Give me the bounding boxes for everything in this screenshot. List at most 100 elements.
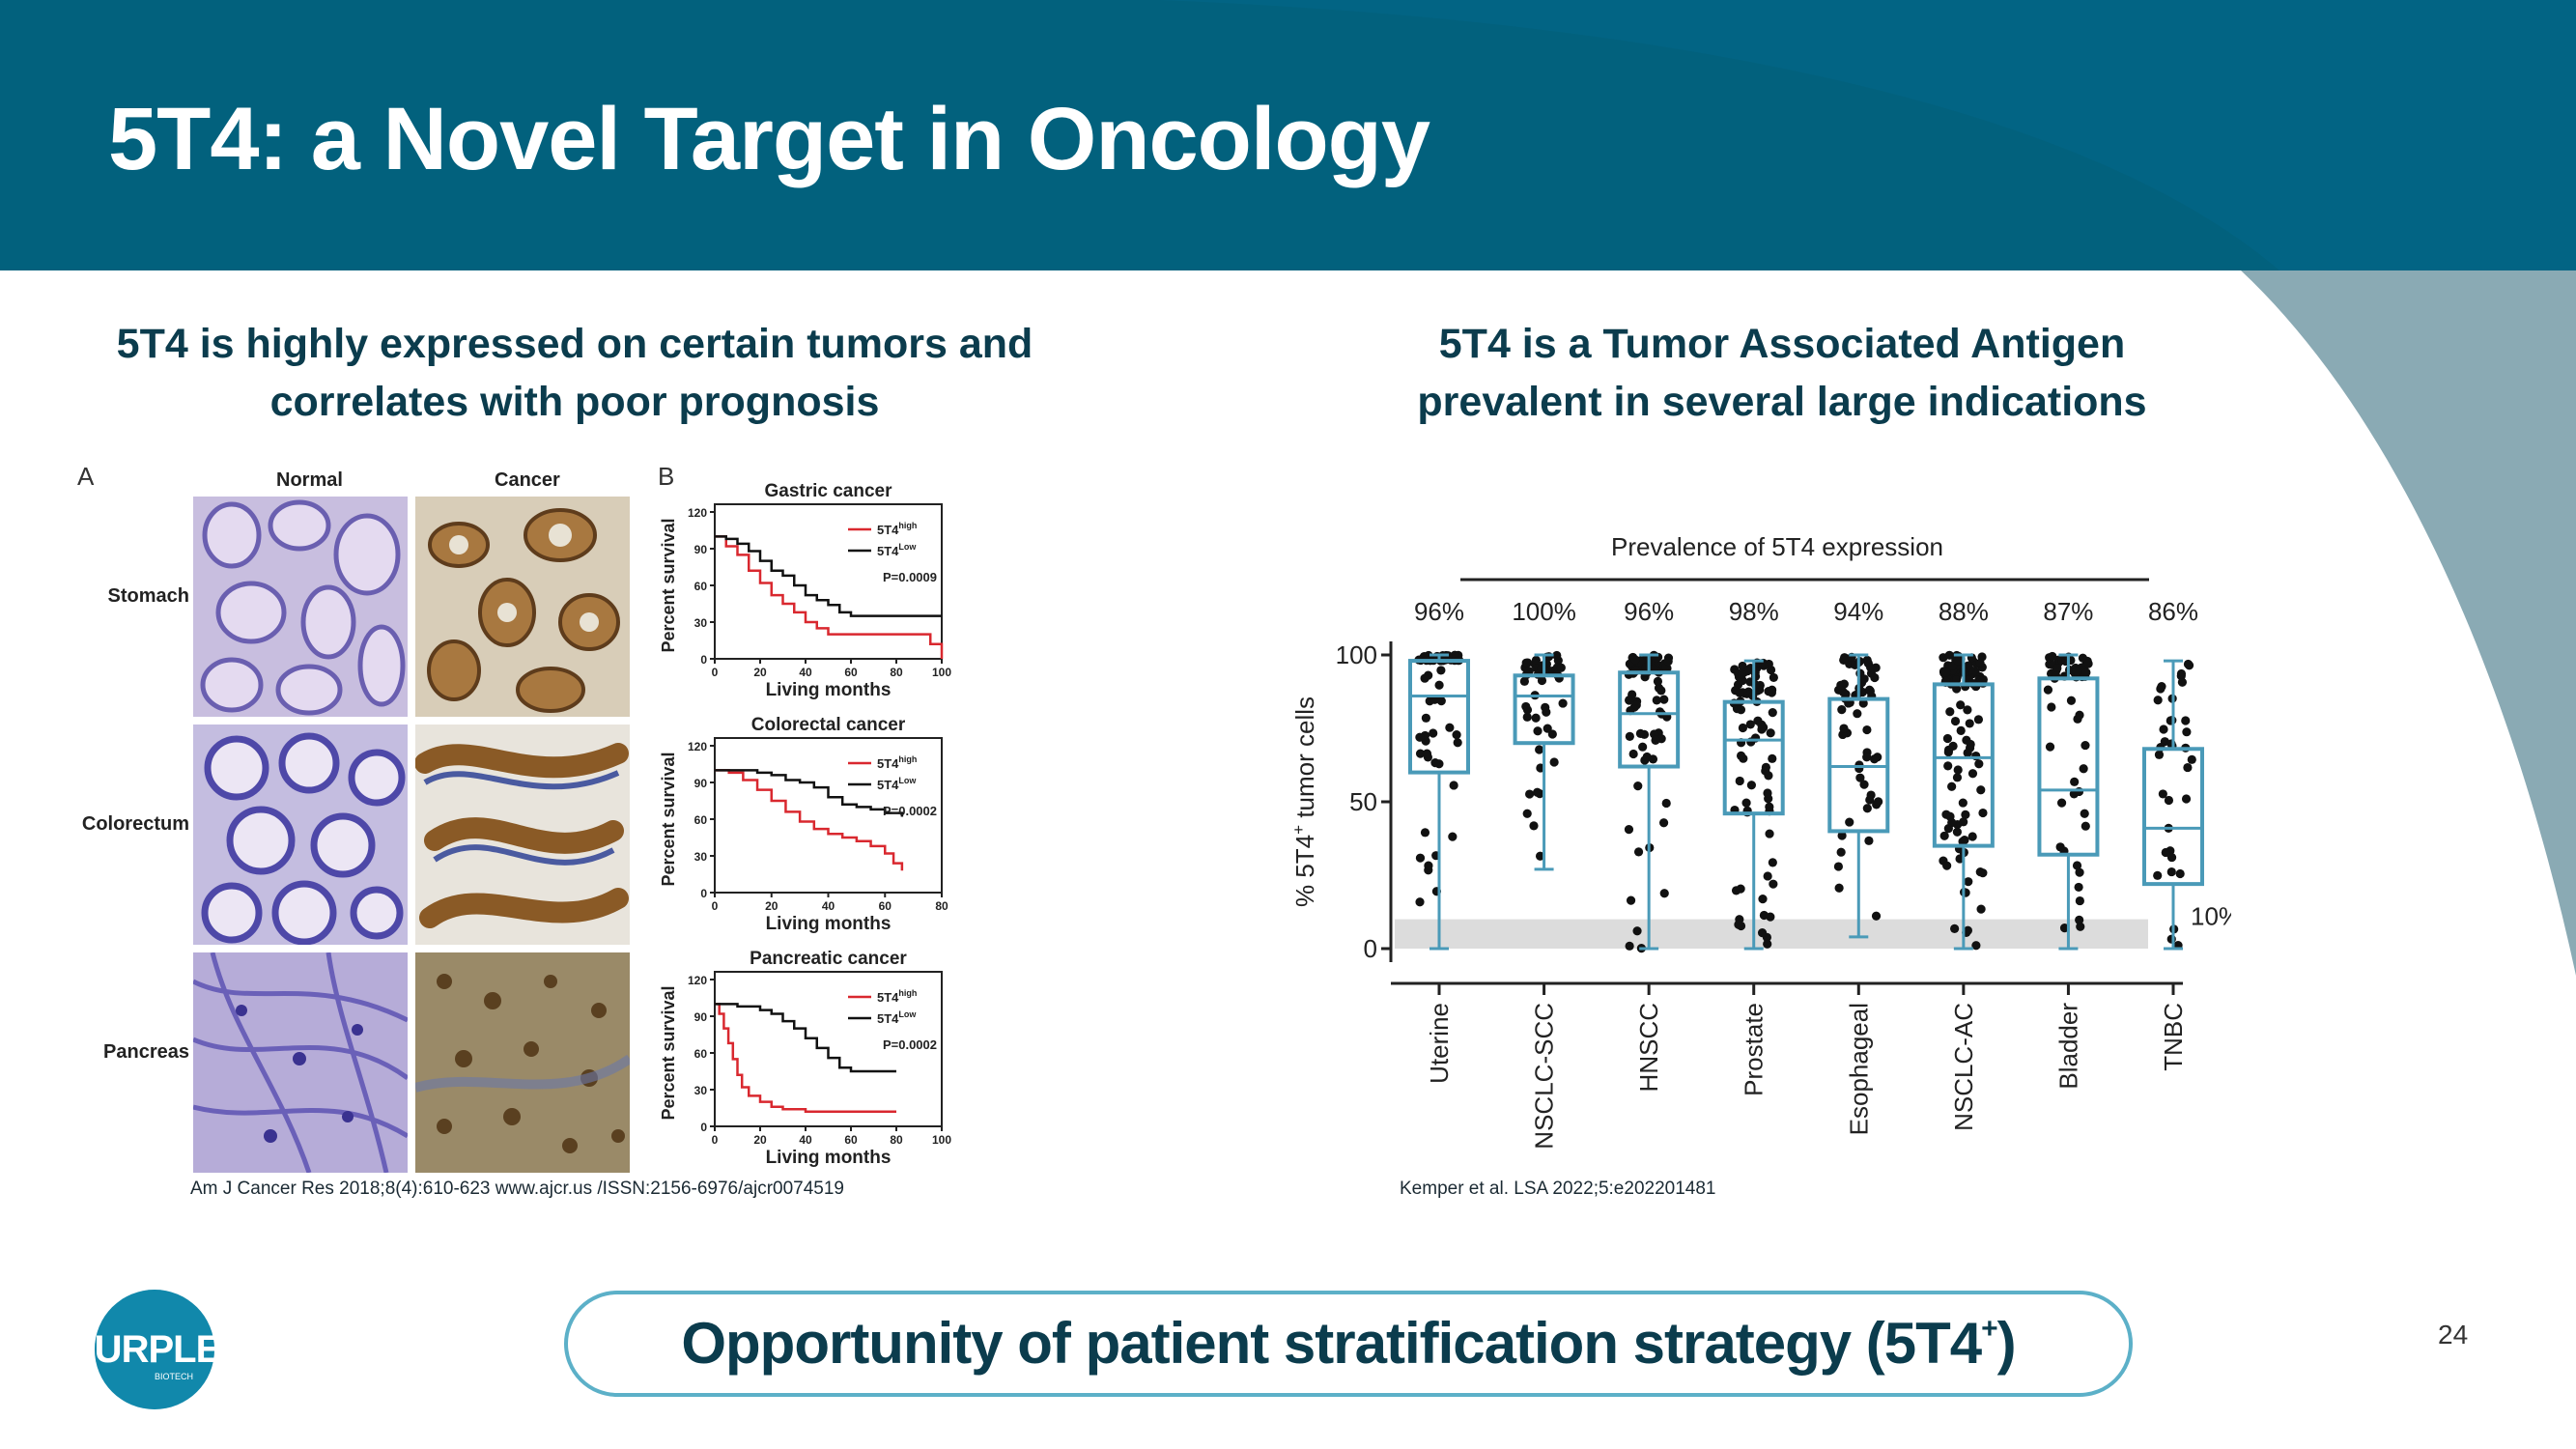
data-point: [2075, 867, 2084, 877]
data-point: [1640, 755, 1650, 765]
box-NSCLC-SCC: [1513, 673, 1575, 746]
survival-x-axis-label: Living months: [766, 1148, 892, 1168]
data-point: [1761, 766, 1770, 776]
x-tick-label: 0: [712, 666, 719, 679]
survival-y-axis-label: Percent survival: [659, 752, 678, 886]
survival-line-5T4high: [715, 535, 944, 659]
data-point: [1942, 861, 1952, 870]
x-tick-label: 40: [799, 1133, 812, 1147]
data-point: [1420, 828, 1430, 838]
data-point: [1640, 672, 1650, 682]
purple-biotech-logo: PURPLE BIOTECH: [70, 1290, 220, 1409]
data-point: [1422, 749, 1432, 758]
data-point: [1524, 667, 1534, 676]
legend-label-5T4high: 5T4high: [877, 521, 917, 537]
data-point: [1948, 741, 1958, 751]
data-point: [1862, 724, 1872, 735]
legend-label-5T4low: 5T4Low: [877, 542, 917, 558]
survival-panel: B Gastric cancer 0 30 60 90 120 0 20 40 60 80 100 Li…: [647, 454, 976, 1169]
data-point: [1973, 715, 1984, 724]
data-point: [2157, 682, 2166, 692]
survival-line-5T4low: [715, 535, 942, 617]
data-point: [2081, 740, 2090, 751]
data-point: [1628, 749, 1638, 759]
prevalence-label-HNSCC: 96%: [1624, 597, 1674, 626]
data-point: [1652, 696, 1661, 705]
data-point: [2159, 724, 2168, 734]
data-point: [1952, 675, 1962, 685]
y-tick-label: 0: [700, 887, 707, 900]
y-tick-label: 0: [1364, 934, 1377, 963]
logo-subtext: BIOTECH: [155, 1372, 193, 1381]
data-point: [1763, 871, 1772, 881]
data-point: [1663, 657, 1673, 667]
y-tick-label: 90: [694, 777, 708, 790]
data-point: [2076, 922, 2085, 931]
data-point: [2081, 668, 2091, 677]
page-number: 24: [2438, 1320, 2469, 1350]
survival-x-axis-label: Living months: [766, 680, 892, 700]
column-header-normal: Normal: [276, 469, 343, 491]
data-point: [1858, 698, 1868, 708]
data-point: [1953, 656, 1963, 666]
data-point: [1659, 889, 1669, 898]
data-point: [1943, 747, 1953, 757]
data-point: [1445, 723, 1455, 732]
x-tick-label: 0: [712, 899, 719, 913]
data-point: [1947, 817, 1957, 828]
data-point: [1961, 810, 1970, 819]
data-point: [1524, 789, 1535, 799]
data-point: [1974, 759, 1984, 769]
data-point: [1653, 676, 1663, 686]
group-points-NSCLC-AC: [1939, 650, 1988, 951]
y-tick-label: 60: [694, 813, 708, 827]
data-point: [2183, 762, 2193, 773]
survival-line-5T4high: [715, 1003, 896, 1114]
y-tick-label: 60: [694, 1047, 708, 1061]
data-point: [1952, 773, 1963, 782]
data-point: [1541, 702, 1550, 712]
data-point: [1763, 788, 1772, 798]
y-axis-label-sup: +: [1289, 825, 1308, 835]
survival-chart-gastric: Gastric cancer 0 30 60 90 120 0 20 40 60 80 100 Livi…: [659, 481, 951, 700]
y-tick-label: 120: [688, 740, 707, 753]
y-tick-label: 90: [694, 1010, 708, 1024]
y-tick-label: 30: [694, 1084, 708, 1097]
data-point: [1967, 769, 1978, 779]
data-point: [1956, 725, 1966, 735]
x-tick-label: 40: [799, 666, 812, 679]
data-point: [1631, 700, 1641, 710]
prevalence-label-Bladder: 87%: [2043, 597, 2093, 626]
x-tick-label: 60: [844, 666, 858, 679]
data-point: [1522, 809, 1532, 818]
prevalence-label-Esophageal: 94%: [1833, 597, 1883, 626]
data-point: [1522, 712, 1532, 722]
data-point: [1757, 928, 1768, 938]
data-point: [1661, 798, 1671, 809]
data-point: [1866, 663, 1876, 672]
data-point: [2052, 664, 2062, 673]
category-label-HNSCC: HNSCC: [1634, 1003, 1663, 1092]
legend-label-sup: high: [898, 988, 917, 998]
x-tick-label: 100: [932, 666, 951, 679]
data-point: [2072, 667, 2081, 676]
logo-wordmark: PURPLE: [70, 1328, 220, 1371]
boxplot-y-axis-label: % 5T4+ tumor cells: [1289, 696, 1319, 907]
data-point: [1836, 847, 1846, 857]
left-heading: 5T4 is highly expressed on certain tumor…: [116, 321, 1033, 425]
legend-label-sup: Low: [898, 542, 917, 552]
data-point: [1839, 724, 1849, 733]
y-tick-label: 90: [694, 543, 708, 556]
data-point: [2153, 870, 2163, 880]
data-point: [1766, 728, 1775, 738]
survival-line-5T4low: [715, 769, 904, 817]
banner-closing: ): [1996, 1311, 2017, 1376]
x-tick-label: 80: [890, 666, 903, 679]
legend-label-5T4high: 5T4high: [877, 754, 917, 771]
data-point: [1658, 818, 1669, 828]
data-point: [1862, 753, 1872, 762]
right-citation: Kemper et al. LSA 2022;5:e202201481: [1400, 1179, 1716, 1199]
data-point: [1865, 686, 1875, 696]
data-point: [1519, 676, 1529, 686]
data-point: [2081, 821, 2090, 831]
